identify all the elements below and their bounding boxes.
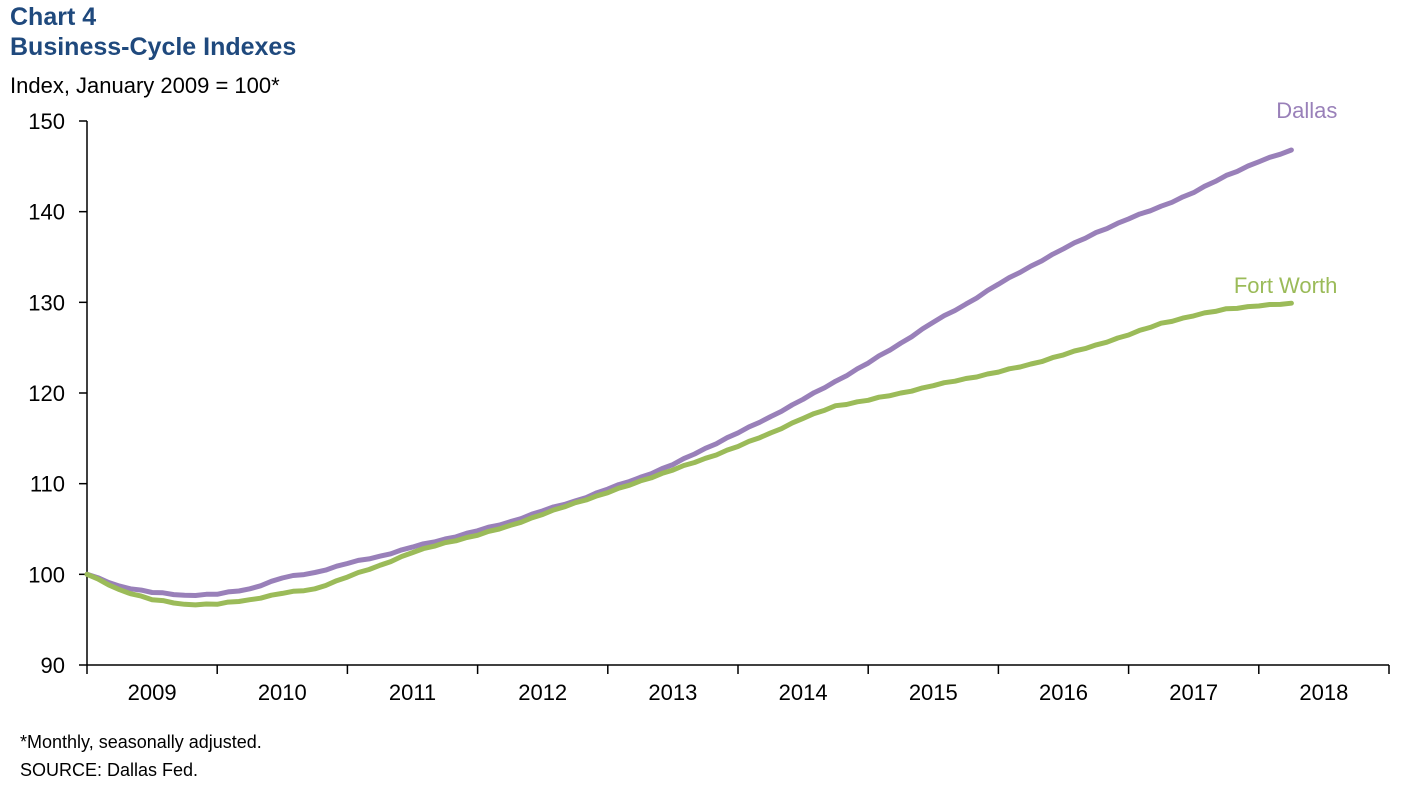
y-axis: 90 100 110 120 130 140 150 xyxy=(28,109,88,678)
chart-title: Business-Cycle Indexes xyxy=(10,33,297,61)
y-tick-label: 150 xyxy=(28,109,65,134)
x-tick-label: 2011 xyxy=(389,680,436,705)
x-axis: 2009 2010 2011 2012 2013 2014 2015 2016 2017 2018 xyxy=(86,664,1390,705)
x-tick-label: 2018 xyxy=(1299,680,1348,705)
x-tick-label: 2012 xyxy=(518,680,567,705)
x-tick-label: 2014 xyxy=(779,680,828,705)
x-tick-label: 2015 xyxy=(909,680,958,705)
y-tick-label: 110 xyxy=(30,472,65,497)
y-tick-label: 90 xyxy=(41,653,65,678)
series-line-fort-worth xyxy=(84,300,1294,608)
x-tick-label: 2010 xyxy=(258,680,307,705)
y-tick-label: 100 xyxy=(28,562,65,587)
footnote: *Monthly, seasonally adjusted. xyxy=(20,732,262,752)
series-lines xyxy=(84,147,1294,608)
series-line-dallas xyxy=(84,147,1294,598)
series-label-dallas: Dallas xyxy=(1276,98,1337,123)
y-tick-label: 130 xyxy=(28,290,65,315)
y-axis-unit-label: Index, January 2009 = 100* xyxy=(10,73,280,98)
series-labels: Dallas Fort Worth xyxy=(1234,98,1338,298)
series-label-fort-worth: Fort Worth xyxy=(1234,273,1338,298)
source-note: SOURCE: Dallas Fed. xyxy=(20,760,199,780)
x-tick-label: 2013 xyxy=(648,680,697,705)
x-tick-label: 2017 xyxy=(1169,680,1218,705)
y-tick-label: 140 xyxy=(28,200,65,225)
chart-label: Chart 4 xyxy=(10,3,97,31)
x-tick-label: 2016 xyxy=(1039,680,1088,705)
y-tick-label: 120 xyxy=(28,381,65,406)
x-tick-label: 2009 xyxy=(128,680,177,705)
